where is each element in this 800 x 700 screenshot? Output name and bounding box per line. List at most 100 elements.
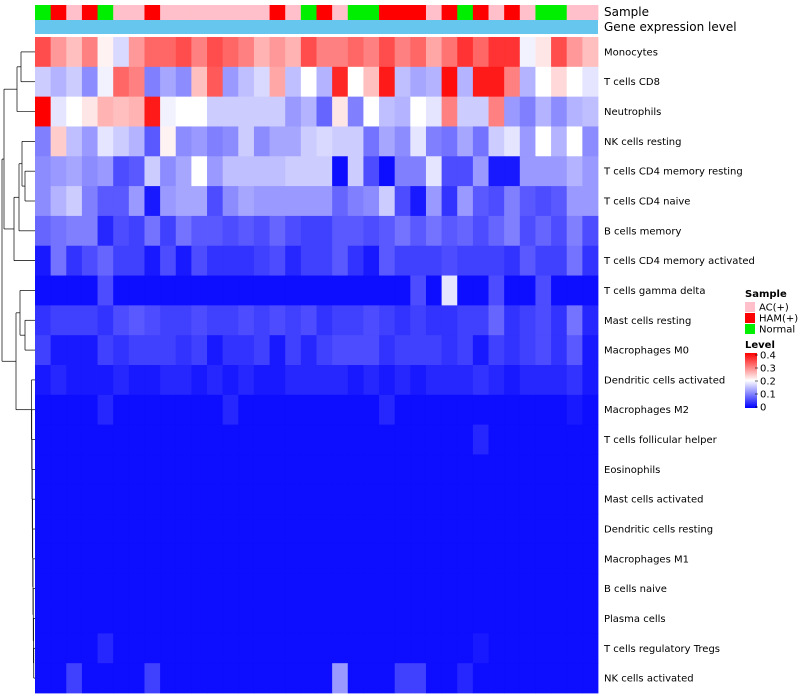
- heatmap-cell: [410, 365, 427, 396]
- heatmap-cell: [394, 394, 411, 426]
- heatmap-cell: [222, 305, 239, 336]
- heatmap-cell: [441, 454, 458, 485]
- heatmap-cell: [207, 454, 224, 485]
- heatmap-cell: [472, 305, 489, 336]
- heatmap-cell: [457, 186, 474, 217]
- heatmap-cell: [504, 633, 521, 664]
- heatmap-cell: [566, 37, 583, 68]
- heatmap-cell: [66, 186, 83, 217]
- heatmap-cell: [488, 484, 505, 515]
- heatmap-cell: [113, 186, 130, 217]
- heatmap-cell: [50, 126, 67, 157]
- heatmap-cell: [66, 633, 83, 664]
- heatmap-cell: [410, 66, 427, 98]
- heatmap-cell: [300, 96, 317, 127]
- sample-annot-cell: [207, 5, 224, 20]
- heatmap-cell: [363, 305, 380, 336]
- heatmap-cell: [50, 543, 67, 575]
- heatmap-cell: [269, 573, 286, 604]
- heatmap-cell: [113, 603, 130, 634]
- heatmap-cell: [269, 215, 286, 247]
- heatmap-cell: [457, 305, 474, 336]
- heatmap-cell: [457, 543, 474, 575]
- heatmap-cell: [488, 335, 505, 366]
- heatmap-cell: [551, 215, 568, 247]
- heatmap-cell: [441, 275, 458, 306]
- heatmap-cell: [472, 603, 489, 634]
- heatmap-cell: [113, 96, 130, 127]
- heatmap-cell: [222, 573, 239, 604]
- heatmap-cell: [191, 37, 208, 68]
- heatmap-cell: [175, 543, 192, 575]
- heatmap-cell: [535, 633, 552, 664]
- heatmap-cell: [238, 37, 255, 68]
- heatmap-cell: [97, 305, 114, 336]
- heatmap-cell: [66, 245, 83, 276]
- heatmap-cell: [253, 245, 270, 276]
- heatmap-cell: [207, 66, 224, 98]
- heatmap-cell: [535, 603, 552, 634]
- heatmap-cell: [472, 275, 489, 306]
- heatmap-cell: [50, 305, 67, 336]
- heatmap-cell: [316, 126, 333, 157]
- heatmap-cell: [81, 573, 98, 604]
- heatmap-cell: [410, 126, 427, 157]
- heatmap-cell: [488, 424, 505, 455]
- heatmap-cell: [128, 484, 145, 515]
- heatmap-cell: [363, 156, 380, 187]
- heatmap-cell: [551, 424, 568, 455]
- heatmap-cell: [285, 215, 302, 247]
- heatmap-cell: [35, 215, 52, 247]
- heatmap-cell: [472, 245, 489, 276]
- heatmap-cell: [160, 484, 177, 515]
- heatmap-cell: [66, 156, 83, 187]
- heatmap-cell: [504, 573, 521, 604]
- heatmap-cell: [566, 484, 583, 515]
- heatmap-cell: [488, 663, 505, 694]
- heatmap-cell: [441, 37, 458, 68]
- heatmap-cell: [457, 365, 474, 396]
- heatmap-cell: [504, 365, 521, 396]
- heatmap-cell: [488, 573, 505, 604]
- heatmap-cell: [441, 365, 458, 396]
- heatmap-cell: [535, 305, 552, 336]
- heatmap-cell: [566, 543, 583, 575]
- heatmap-cell: [441, 394, 458, 426]
- heatmap-cell: [472, 633, 489, 664]
- heatmap-cell: [582, 215, 599, 247]
- heatmap-cell: [316, 275, 333, 306]
- heatmap-cell: [472, 66, 489, 98]
- heatmap-cell: [128, 603, 145, 634]
- heatmap-cell: [144, 66, 161, 98]
- heatmap-cell: [144, 633, 161, 664]
- heatmap-cell: [425, 215, 443, 247]
- heatmap-cell: [457, 66, 474, 98]
- sample-annot-cell: [457, 5, 474, 20]
- heatmap-cell: [175, 335, 192, 366]
- heatmap-cell: [113, 66, 130, 98]
- heatmap-cell: [488, 514, 505, 545]
- heatmap-cell: [488, 96, 505, 127]
- heatmap-cell: [394, 215, 411, 247]
- heatmap-cell: [379, 156, 396, 187]
- heatmap-cell: [128, 633, 145, 664]
- heatmap-cell: [472, 394, 489, 426]
- heatmap-cell: [551, 305, 568, 336]
- heatmap-cell: [332, 573, 349, 604]
- heatmap-cell: [253, 394, 270, 426]
- heatmap-cell: [50, 66, 67, 98]
- heatmap-cell: [113, 543, 130, 575]
- heatmap-cell: [519, 365, 536, 396]
- heatmap-cell: [222, 484, 239, 515]
- heatmap-cell: [285, 37, 302, 68]
- heatmap-cell: [566, 305, 583, 336]
- heatmap-cell: [191, 215, 208, 247]
- heatmap-cell: [113, 156, 130, 187]
- heatmap-cell: [97, 365, 114, 396]
- heatmap-cell: [253, 573, 270, 604]
- heatmap-cell: [316, 603, 333, 634]
- heatmap-cell: [488, 156, 505, 187]
- heatmap-cell: [394, 126, 411, 157]
- heatmap-cell: [363, 365, 380, 396]
- heatmap-cell: [425, 96, 443, 127]
